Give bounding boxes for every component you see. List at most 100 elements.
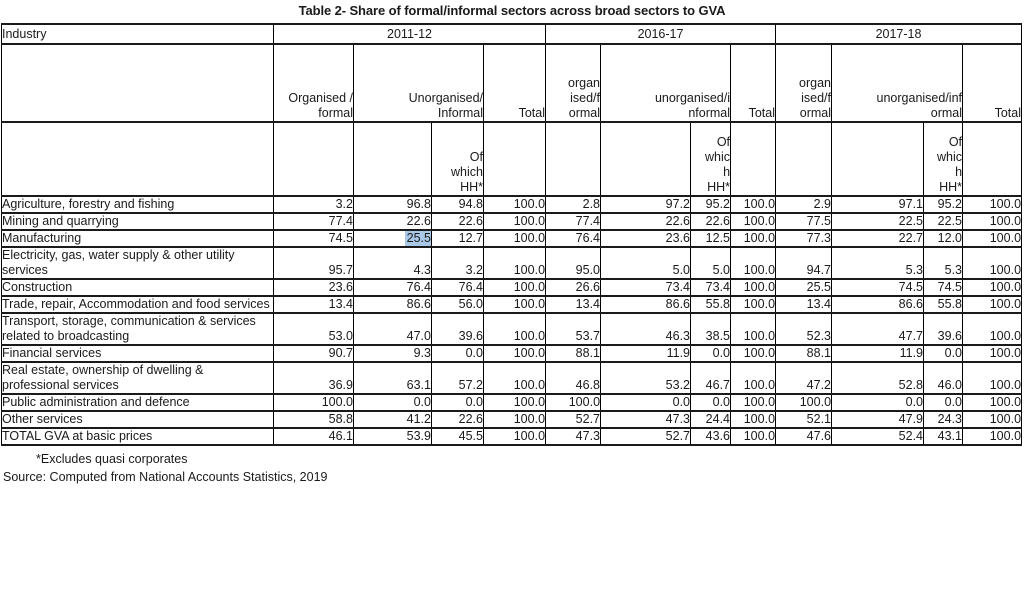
cell-value: 100.0 <box>730 393 777 412</box>
cell-value: 0.0 <box>923 344 964 363</box>
cell-value: 52.7 <box>545 410 602 429</box>
blank-header-cell <box>1 43 274 123</box>
cell-value: 100.0 <box>962 361 1023 395</box>
selected-cell-value: 25.5 <box>404 231 431 245</box>
cell-value: 22.7 <box>831 229 925 248</box>
cell-value: 13.4 <box>775 295 833 314</box>
cell-value: 52.7 <box>600 427 692 446</box>
column-header-row: Organised / formal Unorganised/ Informal… <box>1 43 1023 123</box>
cell-value: 77.4 <box>545 212 602 231</box>
source-note: Source: Computed from National Accounts … <box>3 470 328 484</box>
row-industry: Public administration and defence <box>1 393 274 412</box>
cell-value: 47.2 <box>775 361 833 395</box>
cell-value: 22.6 <box>353 212 432 231</box>
of-which-hh-header-2016-17: Of whic h HH* <box>690 121 732 197</box>
cell-value: 52.1 <box>775 410 833 429</box>
cell-value: 94.7 <box>775 246 833 280</box>
table-row: Public administration and defence 100.0 0.… <box>1 393 1023 412</box>
cell-value: 73.4 <box>600 278 692 297</box>
cell-value: 88.1 <box>545 344 602 363</box>
cell-value: 100.0 <box>775 393 833 412</box>
cell-value: 100.0 <box>962 278 1023 297</box>
cell-value: 0.0 <box>600 393 692 412</box>
row-industry: Trade, repair, Accommodation and food se… <box>1 295 274 314</box>
cell-value: 52.3 <box>775 312 833 346</box>
cell-value: 12.5 <box>690 229 732 248</box>
row-industry: Real estate, ownership of dwelling & pro… <box>1 361 274 395</box>
cell-value: 38.5 <box>690 312 732 346</box>
cell-value: 13.4 <box>545 295 602 314</box>
cell-value: 0.0 <box>353 393 432 412</box>
blank-header-cell <box>273 121 354 197</box>
cell-value: 22.5 <box>831 212 925 231</box>
cell-value: 97.1 <box>831 195 925 214</box>
cell-value: 100.0 <box>482 361 547 395</box>
cell-value: 22.6 <box>600 212 692 231</box>
cell-value: 22.5 <box>923 212 964 231</box>
cell-value: 0.0 <box>431 393 484 412</box>
table-row: TOTAL GVA at basic prices 46.1 53.9 45.5 100… <box>1 427 1023 446</box>
cell-value: 100.0 <box>962 427 1023 446</box>
cell-value: 47.3 <box>600 410 692 429</box>
cell-value: 56.0 <box>431 295 484 314</box>
blank-header-cell <box>482 121 547 197</box>
table-row: Manufacturing 74.5 25.5 12.7 100.0 76.4 23.6 12… <box>1 229 1023 248</box>
cell-value: 90.7 <box>273 344 354 363</box>
cell-value: 5.3 <box>831 246 925 280</box>
cell-value: 4.3 <box>353 246 432 280</box>
year-header-row: Industry 2011-12 2016-17 2017-18 <box>1 23 1023 45</box>
cell-value: 47.6 <box>775 427 833 446</box>
cell-value: 53.2 <box>600 361 692 395</box>
cell-value: 0.0 <box>690 393 732 412</box>
cell-value: 100.0 <box>962 344 1023 363</box>
cell-value: 41.2 <box>353 410 432 429</box>
cell-value: 47.7 <box>831 312 925 346</box>
cell-value: 39.6 <box>431 312 484 346</box>
cell-value: 100.0 <box>482 278 547 297</box>
cell-value: 100.0 <box>962 410 1023 429</box>
row-industry: Agriculture, forestry and fishing <box>1 195 274 214</box>
subheader-row: Of which HH* Of whic h HH* Of whic h HH* <box>1 121 1023 197</box>
cell-value: 100.0 <box>730 246 777 280</box>
cell-value: 46.1 <box>273 427 354 446</box>
blank-header-cell <box>545 121 602 197</box>
total-header-2011-12: Total <box>482 43 547 123</box>
cell-value: 3.2 <box>431 246 484 280</box>
blank-header-cell <box>730 121 777 197</box>
cell-value: 100.0 <box>482 410 547 429</box>
cell-value: 96.8 <box>353 195 432 214</box>
cell-value: 53.0 <box>273 312 354 346</box>
cell-value: 57.2 <box>431 361 484 395</box>
table-row: Transport, storage, communication & serv… <box>1 312 1023 346</box>
cell-value: 0.0 <box>690 344 732 363</box>
table-row: Real estate, ownership of dwelling & pro… <box>1 361 1023 395</box>
period-header-2016-17: 2016-17 <box>545 23 777 45</box>
period-header-2017-18: 2017-18 <box>775 23 1023 45</box>
cell-value: 46.3 <box>600 312 692 346</box>
cell-value: 100.0 <box>482 344 547 363</box>
cell-value: 77.5 <box>775 212 833 231</box>
cell-value: 53.9 <box>353 427 432 446</box>
cell-value: 88.1 <box>775 344 833 363</box>
cell-value: 100.0 <box>962 295 1023 314</box>
cell-value: 23.6 <box>600 229 692 248</box>
cell-value: 100.0 <box>730 410 777 429</box>
cell-value: 39.6 <box>923 312 964 346</box>
cell-value: 46.7 <box>690 361 732 395</box>
cell-value: 0.0 <box>923 393 964 412</box>
cell-value: 100.0 <box>962 212 1023 231</box>
cell-value: 100.0 <box>730 427 777 446</box>
table-row: Agriculture, forestry and fishing 3.2 96.8… <box>1 195 1023 214</box>
cell-value: 47.3 <box>545 427 602 446</box>
cell-value: 5.0 <box>600 246 692 280</box>
cell-value: 0.0 <box>831 393 925 412</box>
cell-value: 86.6 <box>600 295 692 314</box>
of-which-hh-header-2011-12: Of which HH* <box>431 121 484 197</box>
cell-value: 74.5 <box>923 278 964 297</box>
cell-value: 46.8 <box>545 361 602 395</box>
cell-value: 100.0 <box>482 246 547 280</box>
cell-value: 100.0 <box>730 361 777 395</box>
cell-value: 11.9 <box>831 344 925 363</box>
cell-value: 100.0 <box>730 312 777 346</box>
cell-value: 3.2 <box>273 195 354 214</box>
